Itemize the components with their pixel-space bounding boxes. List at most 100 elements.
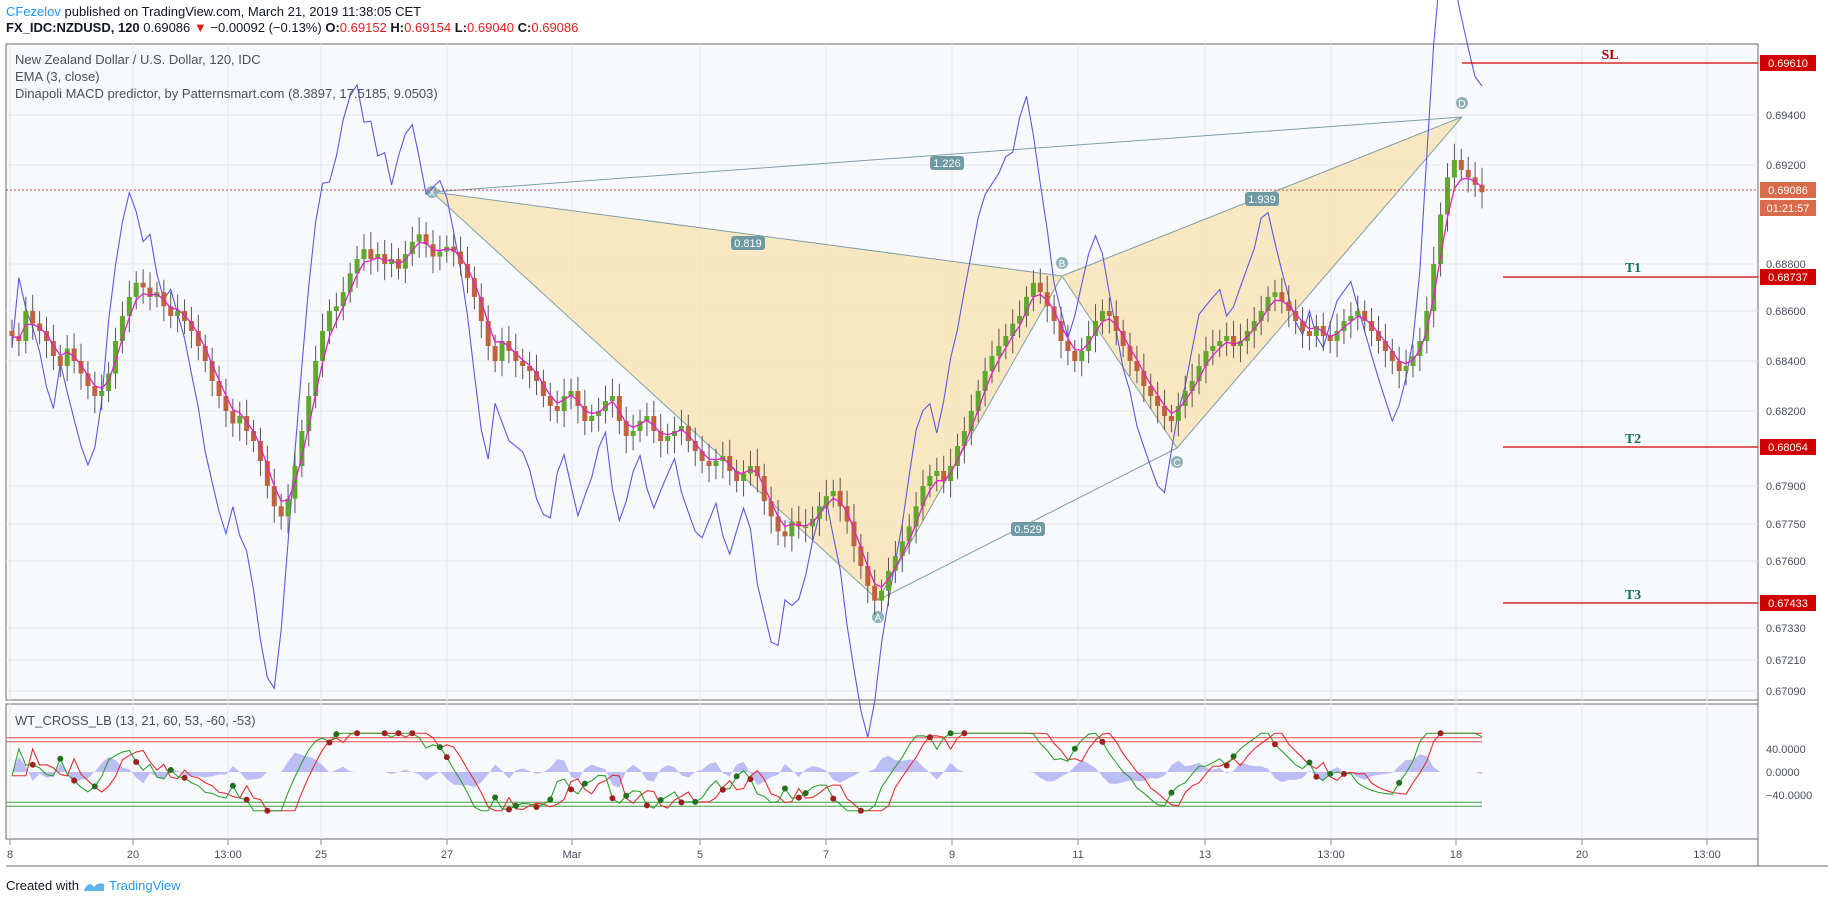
candle-body — [306, 396, 312, 431]
cross-dot — [1306, 759, 1313, 766]
target-levels: SL 0.69610 T1 0.68737 T2 0.68054 T3 0.67433 0.69… — [6, 48, 1816, 611]
candle-body — [9, 331, 15, 336]
last-price: 0.69086 — [143, 20, 191, 35]
down-arrow-icon: ▼ — [193, 20, 207, 35]
ratio-badge — [731, 236, 765, 250]
footer-brand[interactable]: TradingView — [108, 878, 181, 893]
candle-body — [1479, 184, 1485, 193]
symbol-text: FX_IDC:NZDUSD, 120 — [6, 20, 140, 35]
candle-body — [844, 506, 850, 522]
candle-body — [651, 416, 657, 431]
cross-dot — [1313, 773, 1320, 780]
candle-body — [1341, 321, 1347, 331]
candle-body — [1017, 316, 1023, 324]
cross-dot — [830, 795, 837, 802]
candle-body — [92, 386, 98, 396]
candle-body — [1272, 292, 1278, 297]
candlestick-series — [9, 143, 1485, 615]
price-tick-label: 0.67750 — [1766, 519, 1806, 531]
candle-body — [879, 590, 885, 601]
candle-body — [1451, 160, 1457, 178]
candle-body — [464, 264, 470, 279]
wt-histogram-area — [12, 752, 1482, 788]
osc-tick-label: 40.0000 — [1766, 744, 1806, 756]
time-tick-label: 13:00 — [1317, 849, 1345, 861]
cross-dot — [29, 761, 36, 768]
cross-dot — [747, 776, 754, 783]
close-value: 0.69086 — [531, 20, 579, 35]
cross-dot — [264, 807, 271, 814]
cross-dot — [795, 794, 802, 801]
cross-dot — [568, 786, 575, 793]
price-tick-label: 0.68600 — [1766, 306, 1806, 318]
candle-body — [1300, 321, 1306, 331]
candle-body — [1106, 311, 1112, 316]
point-label: B — [1059, 259, 1066, 270]
time-tick-label: Mar — [563, 849, 582, 861]
candle-body — [554, 406, 560, 411]
cross-dot — [229, 782, 236, 789]
candle-body — [1444, 177, 1450, 215]
candle-body — [230, 411, 236, 424]
candle-body — [865, 565, 871, 586]
candle-body — [1155, 396, 1161, 406]
candle-body — [858, 546, 864, 566]
candle-body — [520, 361, 526, 366]
cross-dot — [443, 754, 450, 761]
candle-body — [1093, 321, 1099, 336]
candle-body — [830, 491, 836, 497]
tradingview-logo-icon — [83, 882, 104, 891]
candle-body — [1168, 416, 1174, 421]
candle-body — [113, 341, 119, 374]
candle-body — [975, 391, 981, 411]
candle-body — [320, 331, 326, 361]
candle-body — [761, 476, 767, 502]
candle-body — [257, 441, 263, 461]
wt-cross-oscillator — [6, 730, 1483, 814]
candle-body — [78, 361, 84, 374]
candle-body — [803, 526, 809, 528]
candle-body — [678, 426, 684, 431]
cross-dot — [492, 794, 499, 801]
candle-body — [527, 366, 533, 371]
point-label: X — [429, 188, 436, 199]
cross-dot — [781, 785, 788, 792]
cross-dot — [1340, 770, 1347, 777]
cross-dot — [333, 731, 340, 738]
candle-body — [175, 311, 181, 316]
wt2-line — [12, 732, 1482, 812]
level-price-tag — [1760, 439, 1816, 455]
candle-body — [1024, 296, 1030, 316]
cross-dot — [1230, 753, 1237, 760]
wt1-line — [11, 732, 1483, 812]
candle-body — [126, 296, 132, 316]
candle-body — [361, 249, 367, 260]
candle-body — [706, 461, 712, 466]
point-badge — [426, 186, 438, 198]
cross-dot — [409, 730, 416, 737]
candle-body — [775, 516, 781, 532]
candle-body — [961, 431, 967, 446]
candle-body — [547, 396, 553, 406]
author-link[interactable]: CFezelov — [6, 4, 61, 19]
cross-dot — [1168, 789, 1175, 796]
candle-body — [906, 526, 912, 542]
candle-body — [1431, 264, 1437, 311]
candle-body — [237, 416, 243, 424]
candle-body — [347, 273, 353, 293]
candle-body — [1313, 326, 1319, 336]
cross-dot — [678, 799, 685, 806]
candle-body — [1196, 366, 1202, 381]
candle-body — [333, 306, 339, 311]
candle-body — [57, 356, 63, 366]
candle-body — [1127, 346, 1133, 361]
candle-body — [251, 431, 257, 441]
candle-body — [1334, 331, 1340, 341]
candle-body — [1003, 336, 1009, 346]
close-label: C: — [517, 20, 532, 35]
candle-body — [1189, 381, 1195, 391]
price-tick-label: 0.67090 — [1766, 686, 1806, 698]
candle-body — [271, 486, 277, 507]
current-price-label: 0.69086 — [1768, 185, 1808, 197]
